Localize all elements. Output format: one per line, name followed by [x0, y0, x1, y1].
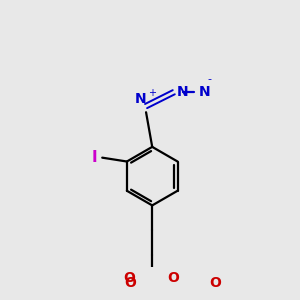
Text: -: - [208, 74, 212, 85]
Text: N: N [177, 85, 188, 99]
Text: N: N [135, 92, 146, 106]
Text: N: N [198, 85, 210, 99]
Text: +: + [148, 88, 156, 98]
Text: I: I [92, 150, 98, 165]
Text: O: O [124, 276, 136, 290]
Text: O: O [167, 271, 179, 285]
Text: O: O [123, 271, 135, 285]
Text: O: O [210, 276, 221, 290]
